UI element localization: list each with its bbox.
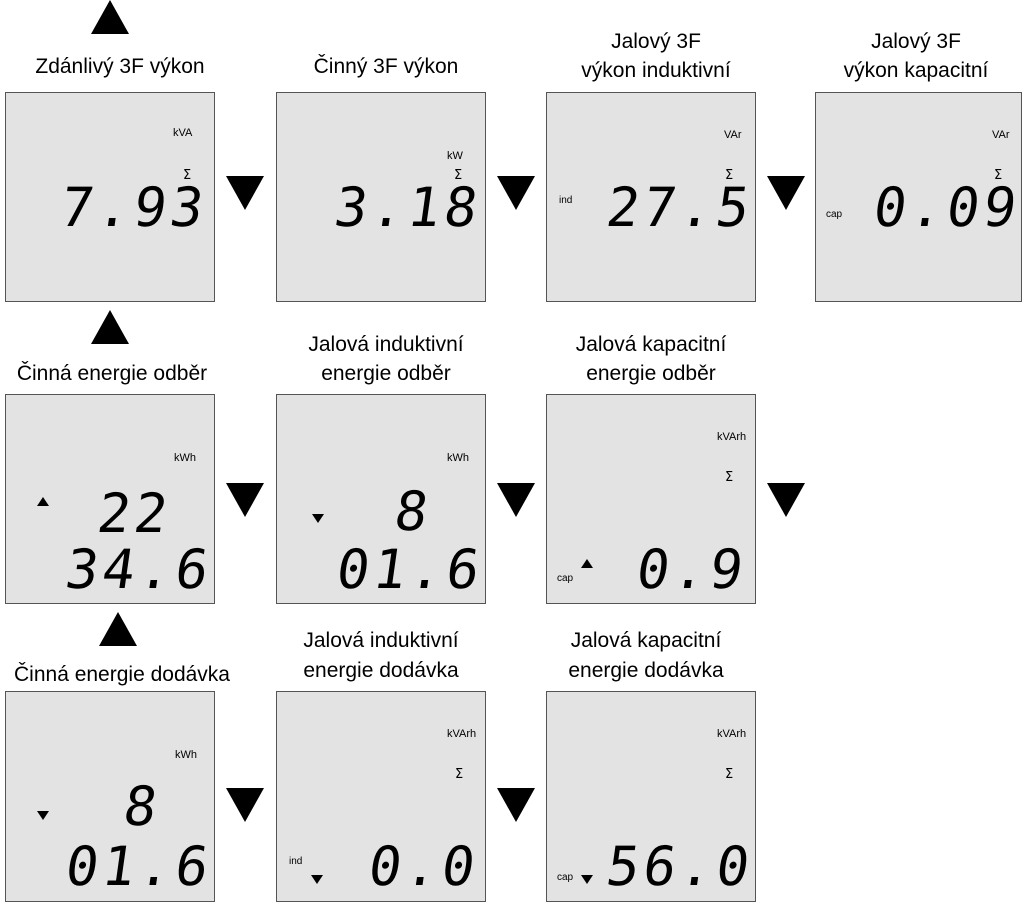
title-reactive-ind-energy-export-line2: energie dodávka bbox=[303, 659, 459, 682]
unit-label: kVA bbox=[173, 127, 193, 139]
import-arrow-icon bbox=[581, 559, 593, 568]
sigma-icon: Σ bbox=[994, 168, 1003, 183]
up-arrow-icon bbox=[91, 310, 129, 344]
lcd-line1: 8 bbox=[119, 775, 166, 838]
unit-label: VAr bbox=[724, 129, 742, 141]
lcd-line2: 01.6 bbox=[61, 835, 217, 898]
display-active-power: kW Σ 3.18 bbox=[276, 92, 486, 302]
sigma-icon: Σ bbox=[725, 767, 734, 782]
down-arrow-icon bbox=[497, 176, 535, 210]
title-apparent-power: Zdánlivý 3F výkon bbox=[35, 55, 205, 78]
title-reactive-cap-energy-import-line1: Jalová kapacitní bbox=[575, 333, 727, 356]
lcd-line1: 22 bbox=[93, 482, 176, 545]
title-reactive-capacitive-line1: Jalový 3F bbox=[871, 30, 961, 53]
lcd-value: 27.5 bbox=[602, 176, 758, 239]
display-reactive-ind-energy-export: kVArh Σ ind 0.0 bbox=[276, 691, 486, 902]
lcd-value: 0.9 bbox=[632, 538, 752, 601]
title-reactive-inductive-line1: Jalový 3F bbox=[611, 30, 701, 53]
down-arrow-icon bbox=[497, 483, 535, 517]
down-arrow-icon bbox=[226, 176, 264, 210]
title-reactive-cap-energy-export-line1: Jalová kapacitní bbox=[570, 629, 722, 652]
display-apparent-power: kVA Σ 7.93 bbox=[5, 92, 215, 302]
sigma-icon: Σ bbox=[454, 168, 463, 183]
title-reactive-ind-energy-import-line2: energie odběr bbox=[321, 362, 451, 385]
lcd-line2: 34.6 bbox=[61, 538, 217, 601]
title-reactive-cap-energy-import-line2: energie odběr bbox=[586, 362, 716, 385]
ind-tag: ind bbox=[289, 856, 303, 867]
down-arrow-icon bbox=[226, 483, 264, 517]
unit-label: kWh bbox=[174, 452, 196, 464]
title-reactive-inductive-line2: výkon induktivní bbox=[581, 59, 731, 82]
title-active-energy-export: Činná energie dodávka bbox=[14, 663, 230, 686]
unit-label: kWh bbox=[447, 452, 469, 464]
sigma-icon: Σ bbox=[183, 168, 192, 183]
unit-label: kWh bbox=[175, 749, 197, 761]
down-arrow-icon bbox=[767, 483, 805, 517]
title-active-energy-import: Činná energie odběr bbox=[16, 362, 208, 385]
lcd-value: 0.0 bbox=[364, 835, 484, 898]
up-arrow-icon bbox=[91, 0, 129, 34]
display-reactive-inductive: VAr Σ ind 27.5 bbox=[546, 92, 758, 302]
ind-tag: ind bbox=[559, 195, 573, 206]
title-reactive-cap-energy-export-line2: energie dodávka bbox=[568, 659, 724, 682]
lcd-line2: 01.6 bbox=[332, 538, 488, 601]
title-reactive-capacitive-line2: výkon kapacitní bbox=[843, 59, 989, 82]
import-arrow-icon bbox=[312, 514, 324, 523]
display-reactive-capacitive: VAr Σ cap 0.09 bbox=[815, 92, 1024, 302]
up-arrow-icon bbox=[99, 612, 137, 646]
display-active-energy-import: kWh 22 34.6 bbox=[5, 394, 217, 604]
lcd-value: 3.18 bbox=[330, 176, 486, 239]
display-active-energy-export: kWh 8 01.6 bbox=[5, 691, 217, 902]
unit-label: kVArh bbox=[717, 431, 747, 443]
down-arrow-icon bbox=[497, 788, 535, 822]
down-arrow-icon bbox=[767, 176, 805, 210]
unit-label: kW bbox=[447, 150, 463, 162]
display-reactive-ind-energy-import: kWh 8 01.6 bbox=[276, 394, 488, 604]
cap-tag: cap bbox=[557, 872, 574, 883]
title-active-power: Činný 3F výkon bbox=[313, 55, 459, 78]
down-arrow-icon bbox=[226, 788, 264, 822]
lcd-value: 7.93 bbox=[56, 176, 212, 239]
sigma-icon: Σ bbox=[455, 767, 464, 782]
unit-label: kVArh bbox=[717, 728, 747, 740]
title-reactive-ind-energy-import-line1: Jalová induktivní bbox=[308, 333, 464, 356]
unit-label: VAr bbox=[992, 129, 1010, 141]
lcd-value: 0.09 bbox=[869, 176, 1024, 239]
import-arrow-icon bbox=[37, 497, 49, 506]
sigma-icon: Σ bbox=[725, 470, 734, 485]
display-reactive-cap-energy-import: kVArh Σ cap 0.9 bbox=[546, 394, 756, 604]
export-arrow-icon bbox=[581, 875, 593, 884]
cap-tag: cap bbox=[826, 209, 843, 220]
cap-tag: cap bbox=[557, 573, 574, 584]
display-reactive-cap-energy-export: kVArh Σ cap 56.0 bbox=[546, 691, 758, 902]
lcd-value: 56.0 bbox=[602, 835, 758, 898]
lcd-line1: 8 bbox=[390, 480, 437, 543]
unit-label: kVArh bbox=[447, 728, 477, 740]
export-arrow-icon bbox=[311, 875, 323, 884]
title-reactive-ind-energy-export-line1: Jalová induktivní bbox=[303, 629, 459, 652]
export-arrow-icon bbox=[37, 811, 49, 820]
sigma-icon: Σ bbox=[725, 168, 734, 183]
